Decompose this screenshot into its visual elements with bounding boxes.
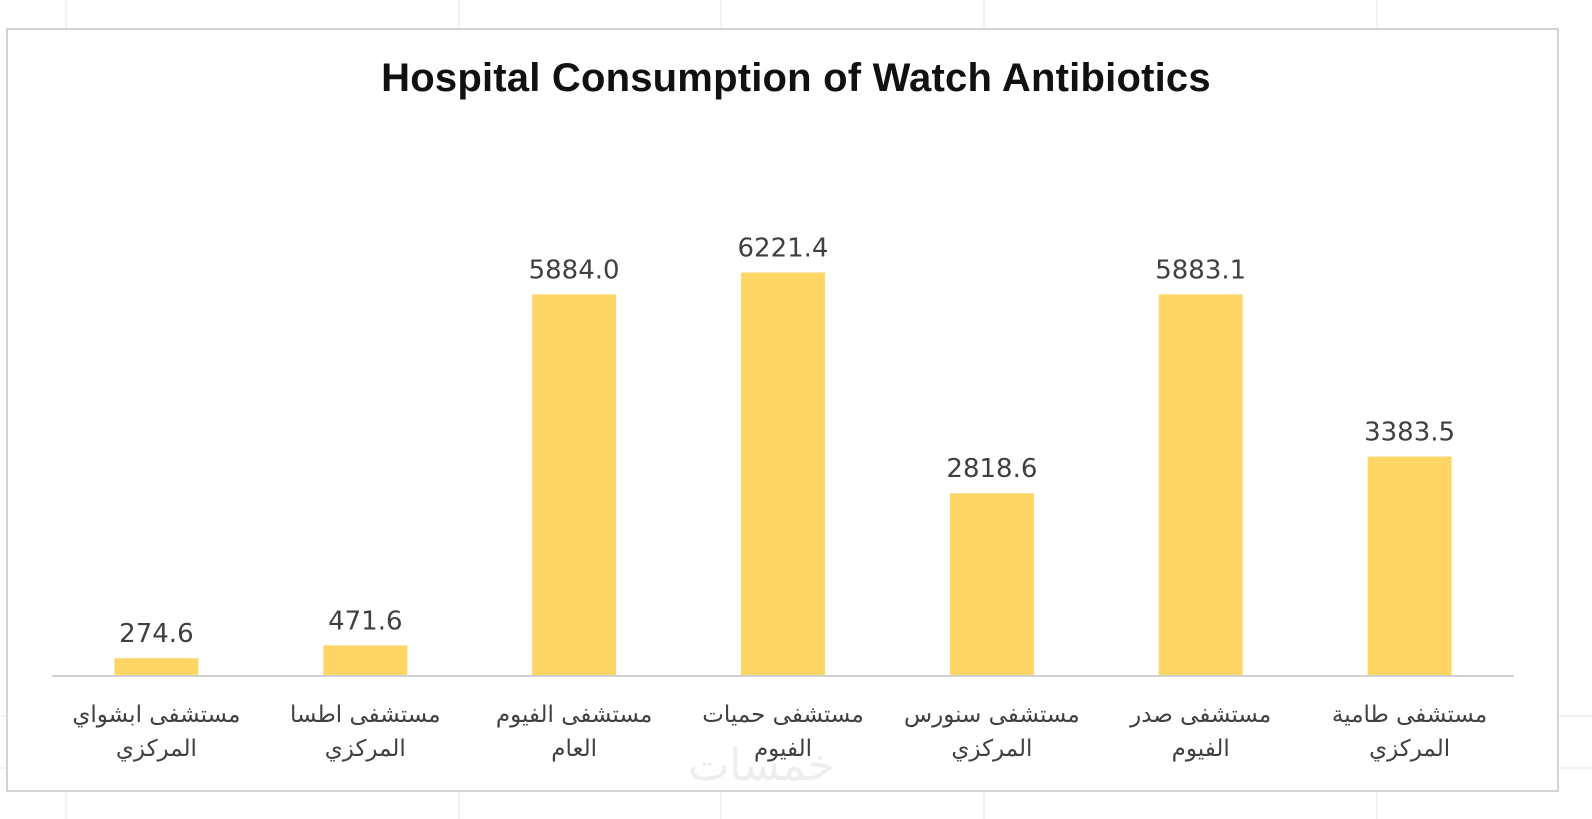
bar[interactable] [741,272,825,677]
category-tick-label: الفيوم [1172,736,1230,762]
category-tick-label: مستشفى سنورس [904,702,1080,728]
data-label: 6221.4 [738,234,829,264]
watermark: خمسات [688,740,835,791]
bar[interactable] [114,658,199,676]
data-label: 3383.5 [1364,418,1455,448]
category-tick-label: المركزي [951,736,1032,762]
category-tick-label: المركزي [325,736,406,762]
category-tick-label: المركزي [1369,736,1450,762]
category-tick-label: مستشفى حميات [702,702,864,728]
data-label: 5883.1 [1155,255,1246,285]
category-tick-label: الفيوم [754,736,812,762]
data-label: 2818.6 [946,454,1037,484]
data-label: 274.6 [119,619,193,649]
bar[interactable] [532,294,617,676]
category-tick-label: مستشفى صدر [1129,702,1271,728]
bar[interactable] [949,493,1034,676]
bar[interactable] [1158,294,1243,676]
data-label: 471.6 [328,606,402,636]
chart-title: Hospital Consumption of Watch Antibiotic… [381,56,1211,100]
category-tick-label: مستشفى ابشواي [72,702,240,728]
category-tick-label: المركزي [116,736,197,762]
bar[interactable] [323,645,408,676]
category-tick-label: مستشفى اطسا [290,702,441,728]
data-label: 5884.0 [529,255,620,285]
category-tick-label: مستشفى طامية [1332,702,1487,728]
category-tick-label: مستشفى الفيوم [496,702,653,728]
category-tick-label: العام [551,736,597,762]
bar[interactable] [1367,456,1452,676]
